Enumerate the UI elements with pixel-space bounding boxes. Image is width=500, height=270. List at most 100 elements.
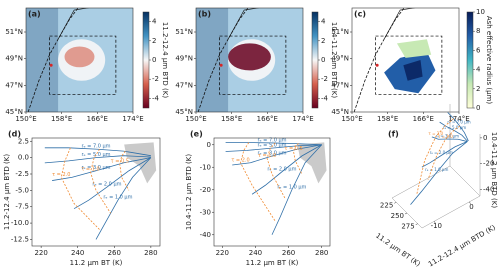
series-line	[44, 147, 151, 157]
y-tick-label: 45°N	[331, 108, 349, 116]
series-line	[60, 147, 100, 230]
plot-frame	[31, 137, 161, 247]
x-tick-label: 150°E	[185, 115, 206, 123]
y-axis-label: 11.2-12.4 μm BTD (K)	[3, 154, 11, 230]
y-tick-label: 47°N	[175, 81, 193, 89]
x-tick-label: 150°E	[15, 115, 36, 123]
z-tick-label: -40	[483, 186, 494, 194]
series-line	[90, 148, 111, 214]
series-label: τ = 2.0	[231, 157, 249, 163]
colorbar-tick-label: 0	[152, 56, 156, 64]
series-label: τ = 1.0	[81, 167, 99, 173]
x-tick-label: 220	[34, 249, 47, 257]
series-label: τ = 0.5	[111, 159, 129, 165]
series-label: rₑ = 2.0 μm	[267, 166, 296, 172]
series-label: rₑ = 5.0 μm	[81, 152, 110, 158]
series-label: τ = 2.0	[52, 172, 70, 178]
colorbar-label: 11.2-12.4 μm BTD (K)	[161, 22, 169, 98]
pane-edge	[449, 165, 481, 197]
y-tick-label: 45°N	[175, 108, 193, 116]
x-tick-label: 260	[108, 249, 121, 257]
ash-patch	[396, 39, 432, 58]
series-line	[44, 155, 151, 164]
series-line	[266, 142, 286, 199]
z-tick-label: 0	[483, 134, 487, 142]
observations	[124, 142, 157, 184]
series-line	[73, 157, 152, 210]
series-line	[271, 144, 323, 235]
coastline	[227, 8, 260, 40]
ash-cloud-core	[64, 46, 95, 68]
y-tick-label: 47°N	[331, 81, 349, 89]
z-tick-label: -20	[483, 160, 494, 168]
x-tick-label: 250	[391, 212, 404, 220]
colorbar-tick-label: 8	[476, 27, 480, 35]
panel-label: (a)	[28, 10, 41, 19]
series-line	[410, 141, 468, 205]
y-tick-label: -12.5	[11, 235, 29, 243]
series-label: rₑ = 1.0 μm	[425, 167, 448, 172]
x-tick	[404, 212, 408, 215]
x-tick-label: 174°E	[292, 115, 313, 123]
map-background-patch	[26, 8, 59, 112]
x-tick	[415, 223, 418, 225]
series-label: rₑ = 1.0 μm	[277, 184, 306, 190]
series-label: rₑ = 7.0 μm	[81, 144, 110, 150]
colorbar-tick-label: -2	[321, 75, 328, 83]
ash-patch	[403, 60, 423, 81]
y-tick	[434, 221, 436, 224]
study-region	[49, 35, 117, 95]
y-tick-label: -5.0	[15, 186, 29, 194]
x-tick-label: 166°E	[87, 115, 108, 123]
y-tick-label: 51°N	[5, 28, 23, 36]
volcano	[219, 63, 223, 67]
series-line	[95, 157, 152, 240]
colorbar-tick-label: 2	[152, 37, 156, 45]
y-tick-label: 0	[207, 141, 211, 149]
colorbar-label: 10.4-11.2 μm BTD (K)	[330, 22, 338, 98]
y-tick-label: -10	[431, 222, 442, 230]
panel-label: (c)	[354, 10, 366, 19]
map-image	[353, 8, 436, 112]
x-tick-label: 158°E	[377, 115, 398, 123]
ash-cloud-core	[228, 43, 271, 71]
colorbar-tick-label: -2	[152, 75, 159, 83]
x-tick-label: 280	[315, 249, 328, 257]
y-tick-label: 51°N	[175, 28, 193, 36]
axis-edge	[421, 195, 481, 229]
x-tick-label: 174°E	[448, 115, 469, 123]
series-line	[431, 136, 468, 142]
x-tick-label: 220	[216, 249, 229, 257]
y-tick-label: 47°N	[5, 81, 23, 89]
series-label: rₑ = 7.0 μm	[257, 137, 286, 143]
pane-edge	[391, 165, 451, 199]
coastline	[27, 8, 79, 112]
series-label: τ = 1.0	[258, 153, 276, 159]
series-label: rₑ = 5.0 μm	[443, 125, 466, 130]
panel-label: (b)	[198, 10, 211, 19]
series-label: rₑ = 3.0 μm	[81, 165, 110, 171]
x-axis-label: 11.2 μm BT (K)	[374, 232, 422, 269]
y-tick-label: -7.5	[15, 203, 29, 211]
series-line	[240, 142, 276, 222]
y-axis-label: 10.4-11.2 μm BTD (K)	[185, 154, 193, 230]
coastline	[197, 8, 249, 112]
y-tick-label: 0	[469, 203, 473, 211]
x-tick-label: 158°E	[221, 115, 242, 123]
map-image	[196, 8, 303, 112]
y-tick	[469, 201, 471, 204]
series-label: rₑ = 2.0 μm	[430, 150, 453, 155]
x-axis-label: 11.2 μm BT (K)	[70, 259, 123, 267]
series-label: rₑ = 3.0 μm	[257, 151, 286, 157]
colorbar	[466, 11, 474, 109]
y-tick-label: 51°N	[331, 28, 349, 36]
colorbar-tick-label: 2	[321, 37, 325, 45]
series-label: rₑ = 3.0 μm	[436, 134, 459, 139]
x-tick-label: 158°E	[51, 115, 72, 123]
series-line	[52, 157, 151, 181]
colorbar-tick-label: 0	[476, 104, 480, 112]
y-tick-label: 45°N	[5, 108, 23, 116]
y-tick-label: 49°N	[331, 55, 349, 63]
series-line	[225, 144, 322, 152]
volcano	[375, 63, 379, 67]
